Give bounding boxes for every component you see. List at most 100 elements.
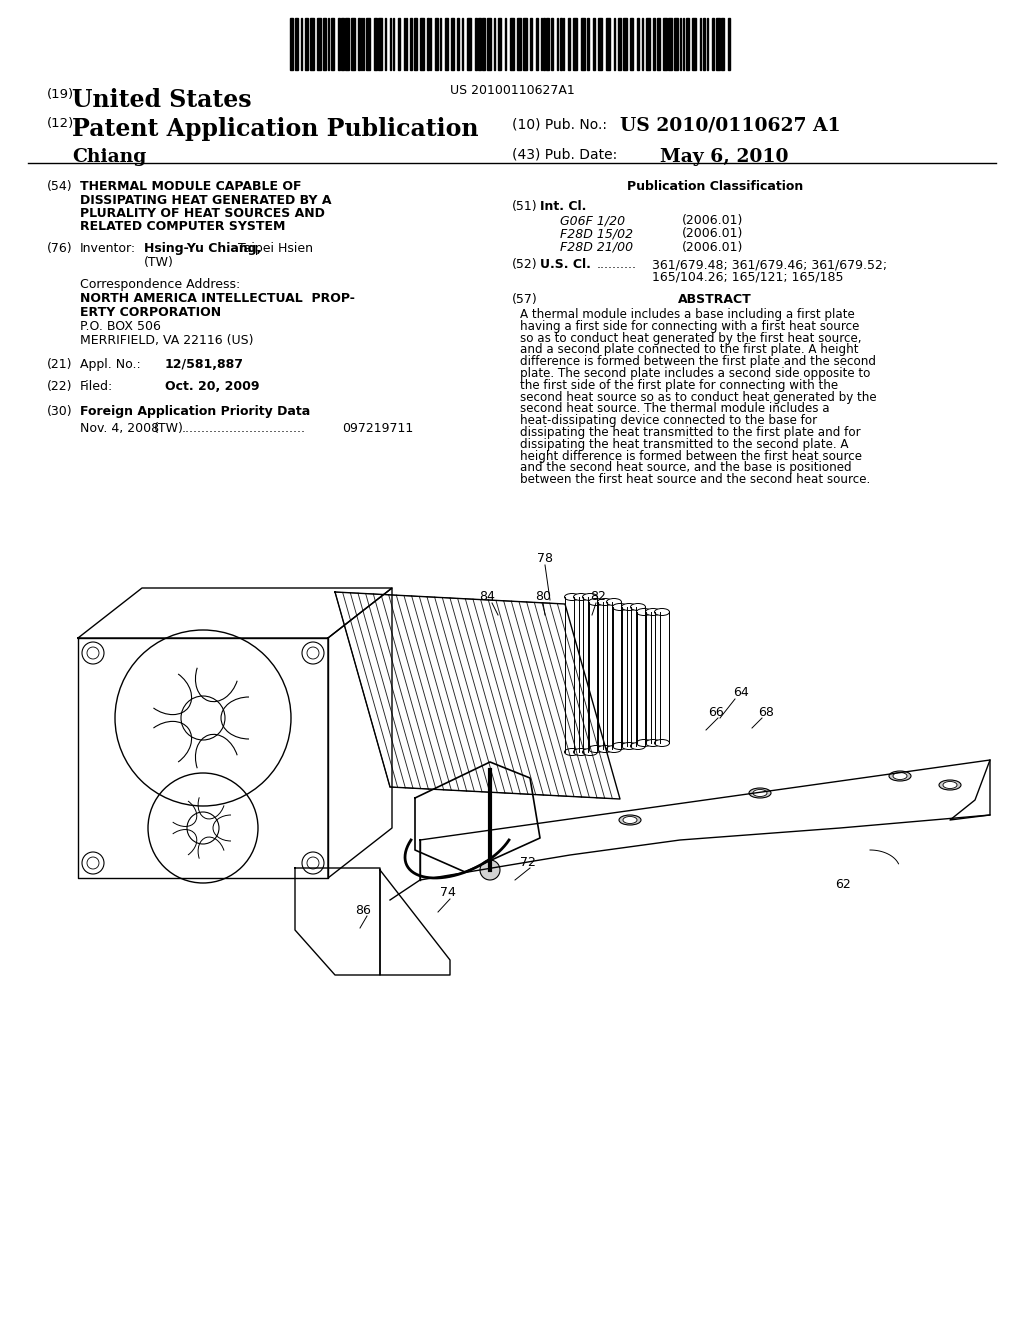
Text: difference is formed between the first plate and the second: difference is formed between the first p… bbox=[520, 355, 876, 368]
Text: Taipei Hsien: Taipei Hsien bbox=[238, 242, 313, 255]
Ellipse shape bbox=[645, 609, 660, 615]
Text: Int. Cl.: Int. Cl. bbox=[540, 201, 587, 213]
Bar bbox=[331, 18, 334, 70]
Bar bbox=[341, 18, 344, 70]
Text: May 6, 2010: May 6, 2010 bbox=[660, 148, 788, 166]
Bar bbox=[523, 18, 527, 70]
Ellipse shape bbox=[583, 748, 597, 755]
Text: (2006.01): (2006.01) bbox=[682, 227, 743, 240]
Text: 361/679.48; 361/679.46; 361/679.52;: 361/679.48; 361/679.46; 361/679.52; bbox=[652, 257, 887, 271]
Text: height difference is formed between the first heat source: height difference is formed between the … bbox=[520, 450, 862, 462]
Bar bbox=[598, 18, 602, 70]
Text: heat-dissipating device connected to the base for: heat-dissipating device connected to the… bbox=[520, 414, 817, 428]
Ellipse shape bbox=[631, 742, 645, 750]
Bar bbox=[606, 18, 610, 70]
Text: PLURALITY OF HEAT SOURCES AND: PLURALITY OF HEAT SOURCES AND bbox=[80, 207, 325, 220]
Text: United States: United States bbox=[72, 88, 252, 112]
Ellipse shape bbox=[753, 789, 767, 796]
Bar bbox=[536, 18, 538, 70]
Ellipse shape bbox=[606, 598, 622, 606]
Text: (12): (12) bbox=[47, 117, 75, 129]
Ellipse shape bbox=[583, 594, 597, 601]
Text: Chiang: Chiang bbox=[72, 148, 146, 166]
Bar bbox=[573, 18, 577, 70]
Bar bbox=[712, 18, 714, 70]
Bar bbox=[657, 18, 660, 70]
Bar bbox=[427, 18, 429, 70]
Text: A thermal module includes a base including a first plate: A thermal module includes a base includi… bbox=[520, 308, 855, 321]
Text: U.S. Cl.: U.S. Cl. bbox=[540, 257, 591, 271]
Text: (21): (21) bbox=[47, 358, 73, 371]
Text: (57): (57) bbox=[512, 293, 538, 306]
Bar bbox=[543, 18, 545, 70]
Text: 64: 64 bbox=[733, 686, 749, 700]
Bar bbox=[510, 18, 514, 70]
Bar bbox=[618, 18, 621, 70]
Bar bbox=[646, 18, 650, 70]
Text: so as to conduct heat generated by the first heat source,: so as to conduct heat generated by the f… bbox=[520, 331, 861, 345]
Ellipse shape bbox=[622, 742, 637, 750]
Text: (TW): (TW) bbox=[154, 422, 184, 436]
Text: 68: 68 bbox=[758, 705, 774, 718]
Ellipse shape bbox=[889, 771, 911, 781]
Bar bbox=[623, 18, 627, 70]
Text: (43) Pub. Date:: (43) Pub. Date: bbox=[512, 148, 617, 162]
Text: (54): (54) bbox=[47, 180, 73, 193]
Bar bbox=[435, 18, 438, 70]
Text: (76): (76) bbox=[47, 242, 73, 255]
Ellipse shape bbox=[618, 814, 641, 825]
Bar bbox=[692, 18, 696, 70]
Text: 82: 82 bbox=[590, 590, 606, 603]
Text: 66: 66 bbox=[709, 705, 724, 718]
Text: 84: 84 bbox=[479, 590, 495, 603]
Bar bbox=[593, 18, 595, 70]
Circle shape bbox=[480, 861, 500, 880]
Bar bbox=[358, 18, 360, 70]
Ellipse shape bbox=[612, 742, 628, 750]
Text: plate. The second plate includes a second side opposite to: plate. The second plate includes a secon… bbox=[520, 367, 870, 380]
Text: 78: 78 bbox=[537, 553, 553, 565]
Text: US 20100110627A1: US 20100110627A1 bbox=[450, 84, 574, 96]
Text: F28D 21/00: F28D 21/00 bbox=[560, 242, 633, 253]
Text: (30): (30) bbox=[47, 405, 73, 418]
Text: and a second plate connected to the first plate. A height: and a second plate connected to the firs… bbox=[520, 343, 858, 356]
Text: P.O. BOX 506: P.O. BOX 506 bbox=[80, 319, 161, 333]
Text: 74: 74 bbox=[440, 887, 456, 899]
Ellipse shape bbox=[943, 781, 957, 788]
Bar bbox=[351, 18, 355, 70]
Bar bbox=[420, 18, 424, 70]
Text: dissipating the heat transmitted to the second plate. A: dissipating the heat transmitted to the … bbox=[520, 438, 849, 451]
Text: Publication Classification: Publication Classification bbox=[627, 180, 803, 193]
Ellipse shape bbox=[597, 598, 612, 606]
Bar bbox=[560, 18, 562, 70]
Text: 80: 80 bbox=[535, 590, 551, 603]
Bar bbox=[716, 18, 720, 70]
Ellipse shape bbox=[654, 609, 670, 615]
Ellipse shape bbox=[631, 603, 645, 610]
Text: US 2010/0110627 A1: US 2010/0110627 A1 bbox=[620, 117, 841, 135]
Text: F28D 15/02: F28D 15/02 bbox=[560, 227, 633, 240]
Ellipse shape bbox=[589, 598, 603, 606]
Ellipse shape bbox=[637, 609, 651, 615]
Text: G06F 1/20: G06F 1/20 bbox=[560, 214, 625, 227]
Bar bbox=[338, 18, 340, 70]
Text: dissipating the heat transmitted to the first plate and for: dissipating the heat transmitted to the … bbox=[520, 426, 860, 440]
Bar bbox=[398, 18, 400, 70]
Ellipse shape bbox=[939, 780, 961, 789]
Text: Patent Application Publication: Patent Application Publication bbox=[72, 117, 478, 141]
Bar bbox=[551, 18, 553, 70]
Text: Inventor:: Inventor: bbox=[80, 242, 136, 255]
Bar bbox=[581, 18, 585, 70]
Text: (51): (51) bbox=[512, 201, 538, 213]
Bar bbox=[482, 18, 485, 70]
Text: (TW): (TW) bbox=[144, 256, 174, 269]
Bar bbox=[517, 18, 521, 70]
Text: NORTH AMERICA INTELLECTUAL  PROP-: NORTH AMERICA INTELLECTUAL PROP- bbox=[80, 292, 355, 305]
Bar bbox=[305, 18, 308, 70]
Bar bbox=[530, 18, 532, 70]
Bar bbox=[478, 18, 481, 70]
Text: RELATED COMPUTER SYSTEM: RELATED COMPUTER SYSTEM bbox=[80, 220, 286, 234]
Ellipse shape bbox=[623, 817, 637, 824]
Text: 86: 86 bbox=[355, 903, 371, 916]
Text: ...............................: ............................... bbox=[182, 422, 306, 436]
